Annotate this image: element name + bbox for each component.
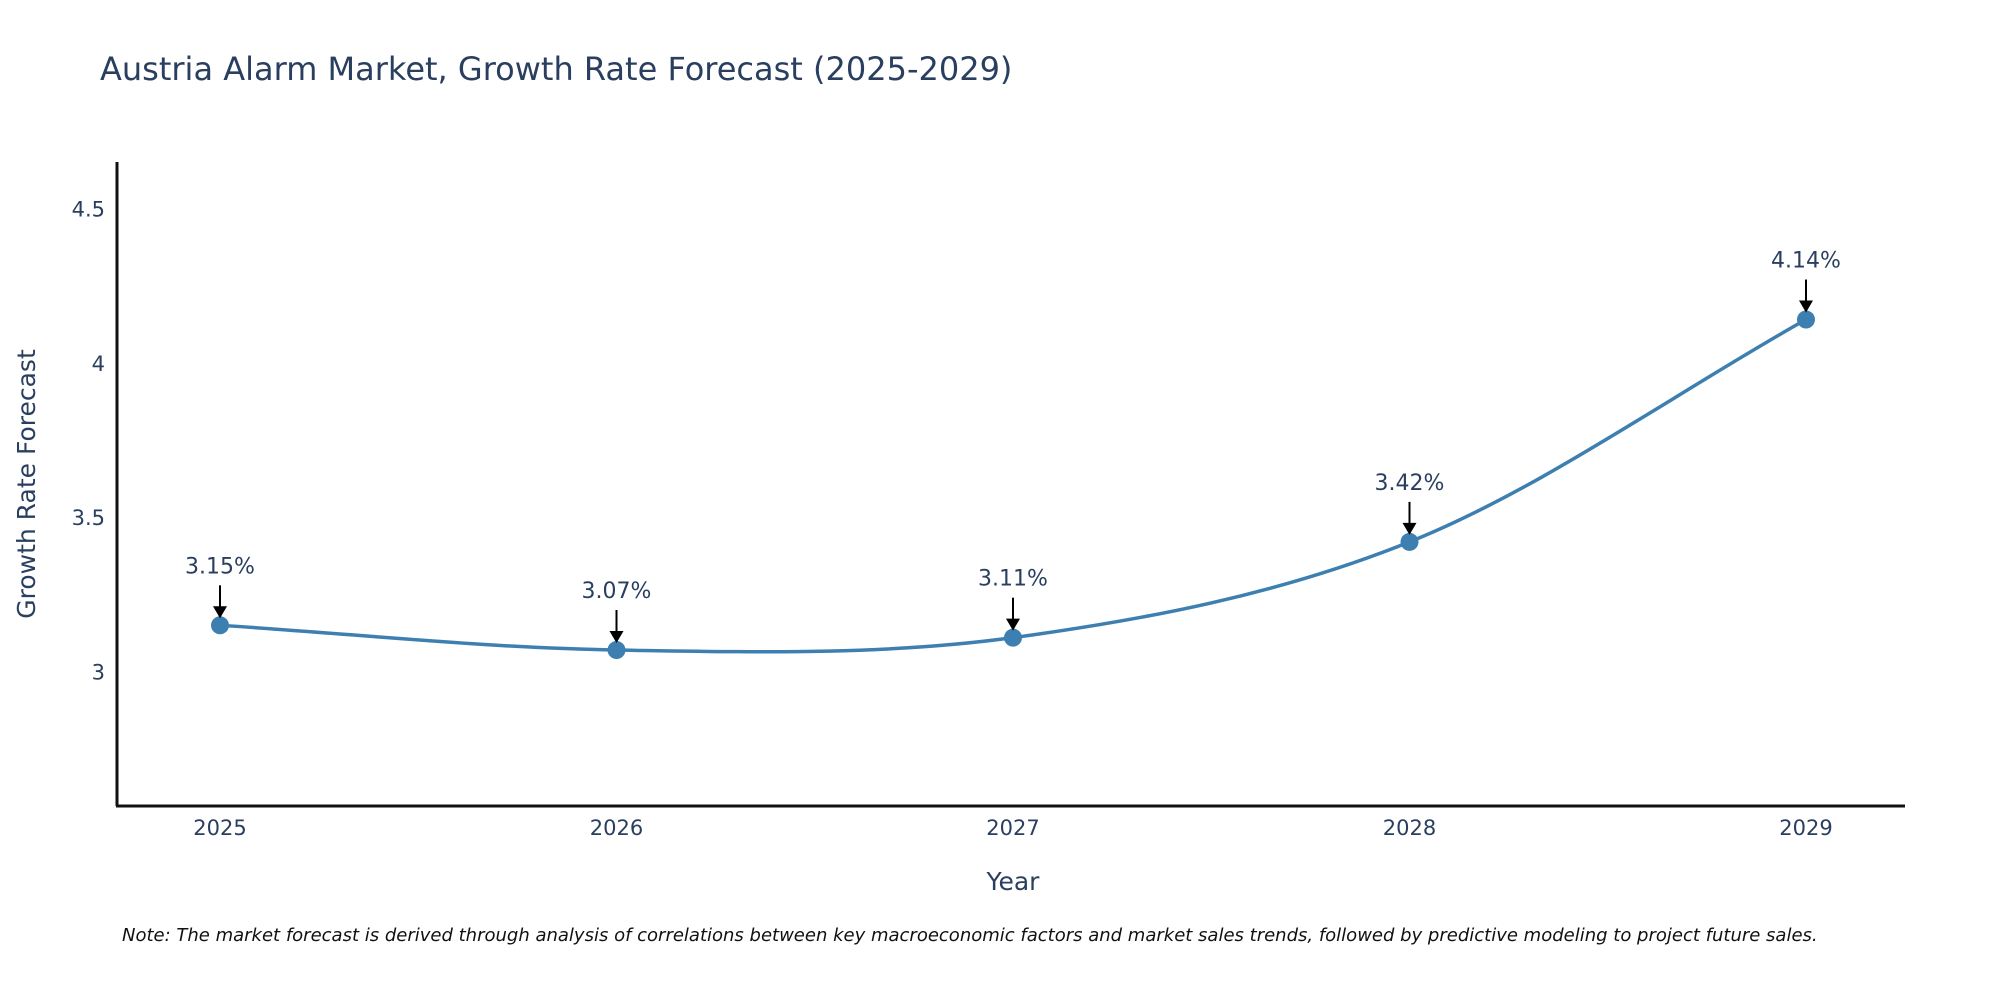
annotation-arrow-head — [1006, 618, 1020, 631]
data-label: 4.14% — [1771, 249, 1841, 274]
y-tick-label: 3 — [92, 661, 105, 685]
data-point-marker — [1004, 628, 1022, 647]
annotation-arrow-head — [609, 631, 624, 644]
x-tick-label: 2026 — [590, 816, 643, 840]
footnote: Note: The market forecast is derived thr… — [122, 925, 1818, 946]
x-tick-group: 2025 2026 2027 2028 2029 — [193, 816, 1832, 840]
growth-rate-line — [219, 317, 1807, 654]
y-tick-group: 3 3.5 4 4.5 — [72, 197, 105, 684]
data-label: 3.11% — [978, 567, 1048, 592]
x-tick-label: 2029 — [1779, 816, 1832, 840]
data-label: 3.42% — [1375, 471, 1445, 496]
annotation-arrow-head — [1799, 300, 1813, 313]
data-point-marker — [211, 616, 229, 635]
data-label: 3.07% — [582, 579, 652, 604]
annotation-group: 3.15% 3.07% 3.11% 3.42% 4.14% — [185, 249, 1841, 644]
y-tick-label: 3.5 — [72, 506, 105, 530]
chart-title: Austria Alarm Market, Growth Rate Foreca… — [100, 50, 1012, 88]
data-label: 3.15% — [185, 554, 255, 579]
marker-group — [211, 310, 1815, 660]
data-point-marker — [1797, 310, 1815, 329]
plot-area: 3 3.5 4 4.5 2025 2026 2027 2028 2029 3.15% 3.07%… — [72, 162, 1905, 840]
annotation-arrow-head — [1402, 522, 1417, 535]
x-tick-label: 2028 — [1383, 816, 1436, 840]
annotation-arrow-head — [213, 606, 227, 619]
y-axis-title: Growth Rate Forecast — [12, 349, 41, 619]
y-tick-label: 4 — [92, 352, 105, 376]
y-tick-label: 4.5 — [72, 197, 105, 221]
data-point-marker — [1400, 532, 1419, 551]
x-tick-label: 2025 — [193, 816, 246, 840]
x-tick-label: 2027 — [986, 816, 1039, 840]
x-axis-title: Year — [986, 867, 1041, 896]
data-point-marker — [607, 641, 626, 660]
